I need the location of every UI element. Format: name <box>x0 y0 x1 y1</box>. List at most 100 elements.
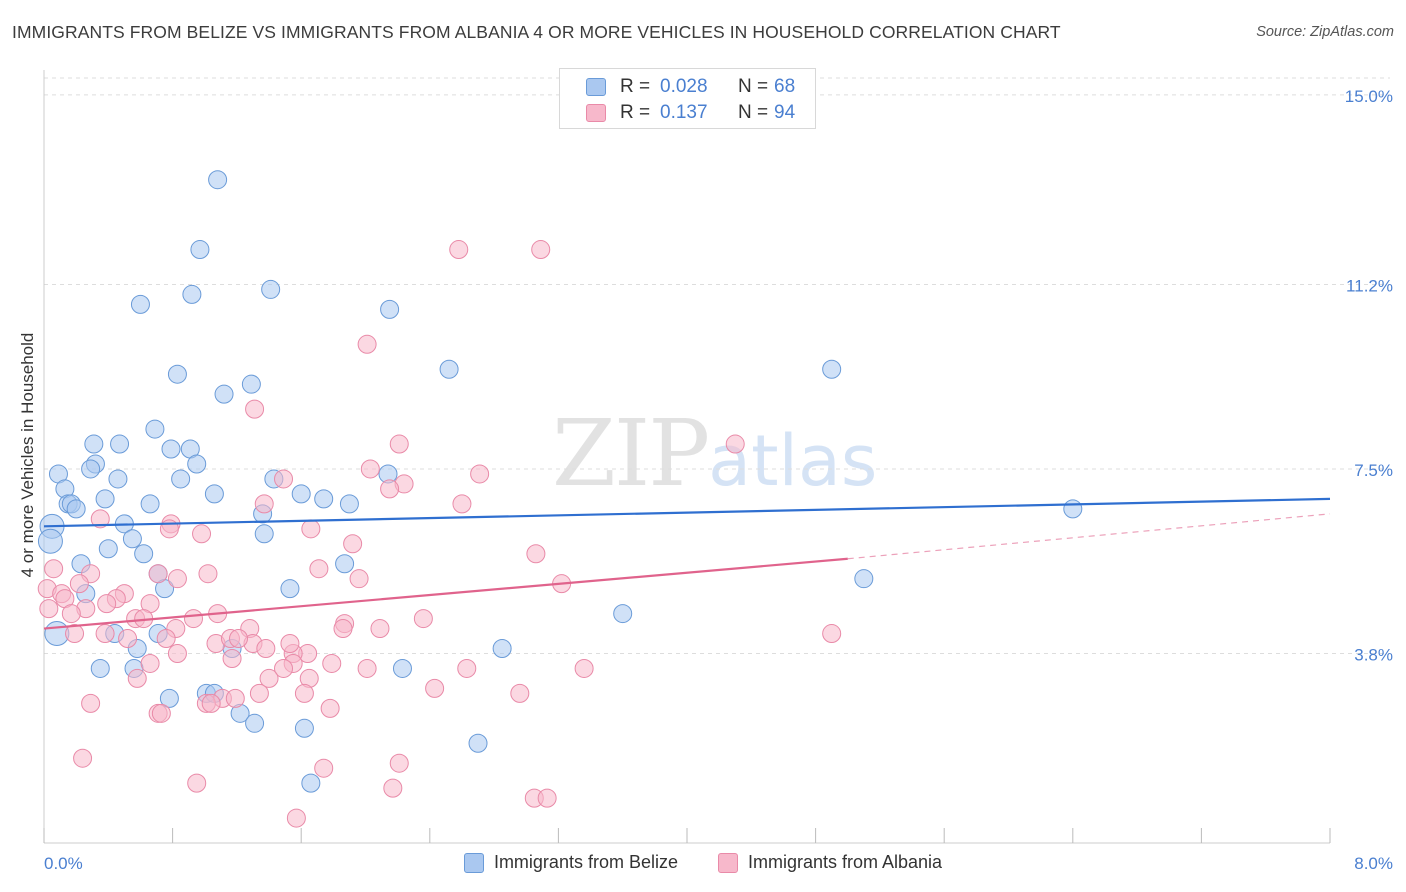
belize-trend-line <box>43 497 1331 528</box>
albania-point <box>389 434 409 454</box>
belize-point <box>380 299 400 319</box>
albania-point <box>452 494 472 514</box>
x-tick-label: 8.0% <box>1354 854 1393 873</box>
belize-point <box>37 528 63 554</box>
albania-point <box>389 753 409 773</box>
albania-point <box>156 629 176 649</box>
belize-point <box>613 604 633 624</box>
albania-point <box>370 619 390 639</box>
albania-point <box>167 643 187 663</box>
belize-point <box>214 384 234 404</box>
albania-point <box>301 519 321 539</box>
albania-point <box>425 678 445 698</box>
albania-point <box>118 629 138 649</box>
albania-point <box>320 698 340 718</box>
albania-point <box>61 604 81 624</box>
belize-point <box>130 294 150 314</box>
albania-swatch <box>717 852 738 873</box>
albania-point <box>95 624 115 644</box>
legend-label-albania: Immigrants from Albania <box>747 852 943 872</box>
albania-point <box>245 399 265 419</box>
series-legend: Immigrants from Belize Immigrants from A… <box>0 852 1406 873</box>
albania-point <box>73 748 93 768</box>
belize-point <box>439 359 459 379</box>
x-tick-label: 0.0% <box>44 854 83 873</box>
albania-swatch <box>586 104 606 122</box>
belize-point <box>110 434 130 454</box>
belize-swatch <box>586 78 606 96</box>
r-label: R = <box>620 102 651 123</box>
albania-point <box>222 648 242 668</box>
n-label: N = <box>738 76 769 97</box>
albania-point <box>65 624 85 644</box>
albania-point <box>254 494 274 514</box>
albania-point <box>201 693 221 713</box>
belize-point <box>254 524 274 544</box>
belize-point <box>204 484 224 504</box>
albania-point <box>127 668 147 688</box>
albania-point <box>256 639 276 659</box>
legend-item-albania[interactable]: Immigrants from Albania <box>717 852 943 873</box>
belize-point <box>301 773 321 793</box>
albania-point <box>531 240 551 260</box>
watermark: ZIPatlas <box>552 400 877 507</box>
belize-point <box>492 639 512 659</box>
belize-point <box>241 374 261 394</box>
albania-point <box>349 569 369 589</box>
albania-point <box>140 653 160 673</box>
albania-point <box>537 788 557 808</box>
y-tick-label: 15.0% <box>1345 87 1393 106</box>
albania-trend-line <box>43 557 848 630</box>
belize-point <box>187 454 207 474</box>
legend-label-belize: Immigrants from Belize <box>493 852 678 872</box>
belize-point <box>335 554 355 574</box>
belize-point <box>159 688 179 708</box>
legend-item-belize[interactable]: Immigrants from Belize <box>463 852 678 873</box>
belize-point <box>314 489 334 509</box>
albania-point <box>167 569 187 589</box>
belize-point <box>1063 499 1083 519</box>
belize-swatch <box>463 852 484 873</box>
y-tick-label: 11.2% <box>1346 276 1393 295</box>
belize-point <box>167 364 187 384</box>
albania-point <box>457 658 477 678</box>
albania-point <box>187 773 207 793</box>
belize-point <box>66 499 86 519</box>
r-label: R = <box>620 76 651 97</box>
legend-row-albania: R = 0.137 N = 94 <box>586 101 795 125</box>
albania-point <box>357 334 377 354</box>
belize-point <box>261 279 281 299</box>
belize-point <box>291 484 311 504</box>
albania-point <box>822 624 842 644</box>
belize-point <box>84 434 104 454</box>
albania-point <box>225 688 245 708</box>
albania-point <box>357 658 377 678</box>
belize-point <box>339 494 359 514</box>
belize-point <box>98 539 118 559</box>
belize-point <box>140 494 160 514</box>
albania-trend-extension <box>847 513 1331 560</box>
albania-point <box>198 564 218 584</box>
belize-point <box>90 658 110 678</box>
belize-point <box>280 579 300 599</box>
albania-point <box>183 609 203 629</box>
albania-point <box>322 653 342 673</box>
belize-point <box>108 469 128 489</box>
albania-point <box>97 594 117 614</box>
stats-legend: R = 0.028 N = 68 R = 0.137 N = 94 <box>559 68 816 129</box>
albania-point <box>725 434 745 454</box>
watermark-zip: ZIP <box>552 400 710 507</box>
belize-point <box>294 718 314 738</box>
albania-point <box>380 479 400 499</box>
belize-point <box>161 439 181 459</box>
n-value: 94 <box>774 102 796 123</box>
belize-point <box>822 359 842 379</box>
belize-point <box>208 170 228 190</box>
albania-point <box>309 559 329 579</box>
albania-point <box>39 599 59 619</box>
belize-point <box>134 544 154 564</box>
albania-point <box>383 778 403 798</box>
albania-point <box>294 683 314 703</box>
belize-point <box>854 569 874 589</box>
albania-point <box>280 634 300 654</box>
